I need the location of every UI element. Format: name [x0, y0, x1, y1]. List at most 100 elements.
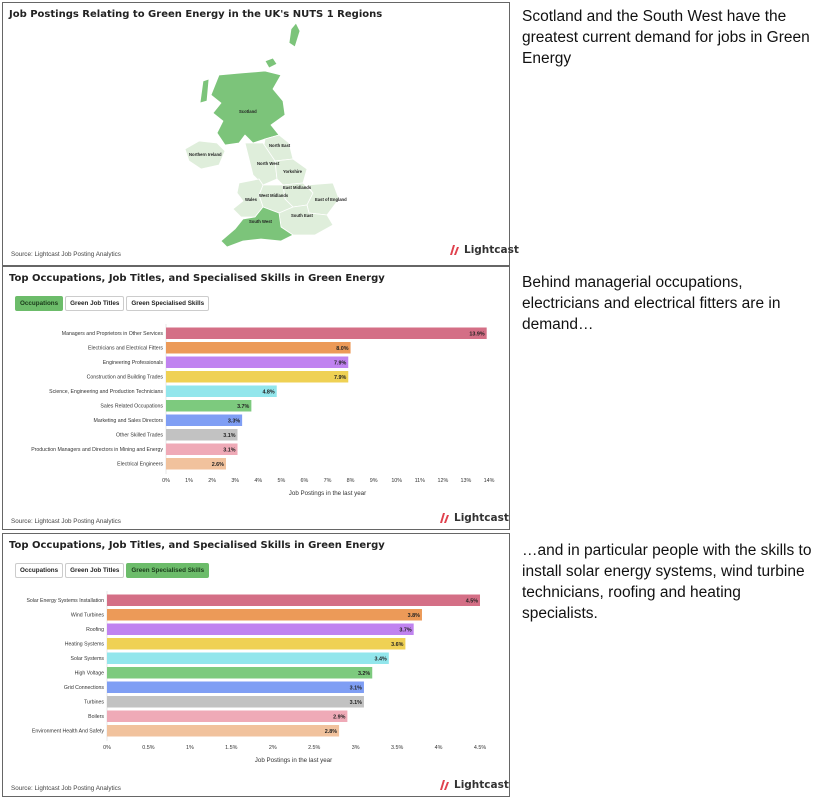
- tab-green-specialised-skills[interactable]: Green Specialised Skills: [126, 296, 210, 311]
- x-tick-label: 2%: [269, 745, 277, 751]
- category-label: Heating Systems: [65, 642, 105, 648]
- bar-value-label: 4.8%: [262, 389, 274, 395]
- category-label: Wind Turbines: [71, 613, 105, 619]
- region-north-west[interactable]: [244, 142, 278, 186]
- x-tick-label: 3.5%: [391, 745, 403, 751]
- label-west-midlands: West Midlands: [259, 193, 289, 198]
- label-north-west: North West: [257, 161, 280, 166]
- x-tick-label: 14%: [484, 478, 495, 484]
- category-label: Construction and Building Trades: [87, 375, 164, 381]
- x-axis-label: Job Postings in the last year: [255, 757, 332, 764]
- uk-nuts1-map: Scotland Northern Ireland North East Nor…: [184, 22, 347, 248]
- tab-green-job-titles[interactable]: Green Job Titles: [65, 296, 125, 311]
- bar: [107, 623, 414, 635]
- x-tick-label: 0.5%: [142, 745, 154, 751]
- bar: [166, 443, 238, 455]
- lightcast-logo-text: Lightcast: [464, 244, 519, 256]
- tab-green-job-titles[interactable]: Green Job Titles: [65, 563, 125, 578]
- bar: [166, 356, 349, 368]
- bar: [107, 594, 480, 606]
- region-scotland[interactable]: [210, 70, 286, 146]
- bar-value-label: 3.7%: [399, 627, 411, 633]
- tab-green-specialised-skills[interactable]: Green Specialised Skills: [126, 563, 210, 578]
- occupations-panel: Top Occupations, Job Titles, and Special…: [2, 266, 510, 530]
- bar-value-label: 7.9%: [334, 360, 346, 366]
- category-label: Sales Related Occupations: [100, 404, 163, 410]
- bar-value-label: 3.1%: [350, 685, 362, 691]
- label-east-midlands: East Midlands: [283, 185, 312, 190]
- region-shetland[interactable]: [288, 22, 301, 48]
- label-east-of-england: East of England: [315, 197, 347, 202]
- x-tick-label: 2%: [208, 478, 216, 484]
- lightcast-logo-icon: [450, 245, 459, 255]
- category-label: Marketing and Sales Directors: [94, 418, 164, 424]
- map-panel-title: Job Postings Relating to Green Energy in…: [9, 9, 383, 20]
- x-tick-label: 1%: [186, 745, 194, 751]
- label-south-west: South West: [249, 219, 273, 224]
- skills-source: Source: Lightcast Job Posting Analytics: [11, 785, 121, 792]
- tab-occupations[interactable]: Occupations: [15, 563, 64, 578]
- x-tick-label: 2.5%: [308, 745, 320, 751]
- category-label: Environment Health And Safety: [32, 729, 104, 735]
- label-wales: Wales: [245, 197, 258, 202]
- bar-value-label: 3.4%: [375, 656, 387, 662]
- label-scotland: Scotland: [239, 109, 257, 114]
- x-tick-label: 4%: [254, 478, 262, 484]
- bar-value-label: 3.8%: [408, 613, 420, 619]
- bar-value-label: 3.1%: [223, 433, 235, 439]
- region-northern-ireland[interactable]: [184, 140, 226, 170]
- map-source: Source: Lightcast Job Posting Analytics: [11, 251, 121, 258]
- category-label: Grid Connections: [64, 685, 104, 691]
- bar-value-label: 2.8%: [325, 729, 337, 735]
- bar: [166, 385, 277, 397]
- region-orkney[interactable]: [264, 57, 278, 69]
- category-label: Electricians and Electrical Fitters: [88, 346, 163, 352]
- x-tick-label: 12%: [437, 478, 448, 484]
- lightcast-logo-text: Lightcast: [454, 512, 509, 524]
- label-northern-ireland: Northern Ireland: [189, 152, 222, 157]
- bar-value-label: 4.5%: [466, 598, 478, 604]
- bar: [166, 342, 351, 354]
- x-tick-label: 1.5%: [225, 745, 237, 751]
- bar: [166, 429, 238, 441]
- lightcast-logo-icon: [440, 513, 449, 523]
- bar-value-label: 3.1%: [223, 447, 235, 453]
- x-tick-label: 4%: [435, 745, 443, 751]
- category-label: Engineering Professionals: [103, 360, 164, 366]
- bar: [107, 638, 406, 650]
- x-tick-label: 5%: [277, 478, 285, 484]
- category-label: Roofing: [86, 627, 104, 633]
- x-tick-label: 1%: [185, 478, 193, 484]
- bar: [166, 458, 226, 470]
- bar: [107, 667, 373, 679]
- region-south-west[interactable]: [220, 206, 294, 248]
- label-yorkshire: Yorkshire: [283, 169, 303, 174]
- x-tick-label: 10%: [391, 478, 402, 484]
- bar-value-label: 13.9%: [469, 331, 484, 337]
- caption-skills: …and in particular people with the skill…: [522, 542, 812, 622]
- skills-panel-title: Top Occupations, Job Titles, and Special…: [9, 540, 385, 551]
- label-north-east: North East: [269, 143, 291, 148]
- bar: [107, 681, 364, 693]
- bar: [107, 710, 348, 722]
- occupations-source: Source: Lightcast Job Posting Analytics: [11, 518, 121, 525]
- occupations-tabs: Occupations Green Job Titles Green Speci…: [15, 296, 210, 311]
- category-label: Solar Systems: [71, 656, 105, 662]
- category-label: Managers and Proprietors in Other Servic…: [62, 331, 164, 337]
- bar-value-label: 3.3%: [228, 418, 240, 424]
- lightcast-logo: Lightcast: [437, 511, 509, 525]
- caption-occupations: Behind managerial occupations, electrici…: [522, 274, 781, 333]
- bar: [107, 696, 364, 708]
- bar-value-label: 3.7%: [237, 404, 249, 410]
- skills-tabs: Occupations Green Job Titles Green Speci…: [15, 563, 210, 578]
- x-tick-label: 13%: [461, 478, 472, 484]
- category-label: Boilers: [88, 714, 104, 720]
- tab-occupations[interactable]: Occupations: [15, 296, 64, 311]
- bar: [107, 725, 340, 737]
- bar: [107, 609, 422, 621]
- bar-value-label: 2.9%: [333, 714, 345, 720]
- x-tick-label: 8%: [347, 478, 355, 484]
- x-tick-label: 0%: [162, 478, 170, 484]
- bar: [166, 327, 487, 339]
- region-hebrides[interactable]: [199, 78, 210, 104]
